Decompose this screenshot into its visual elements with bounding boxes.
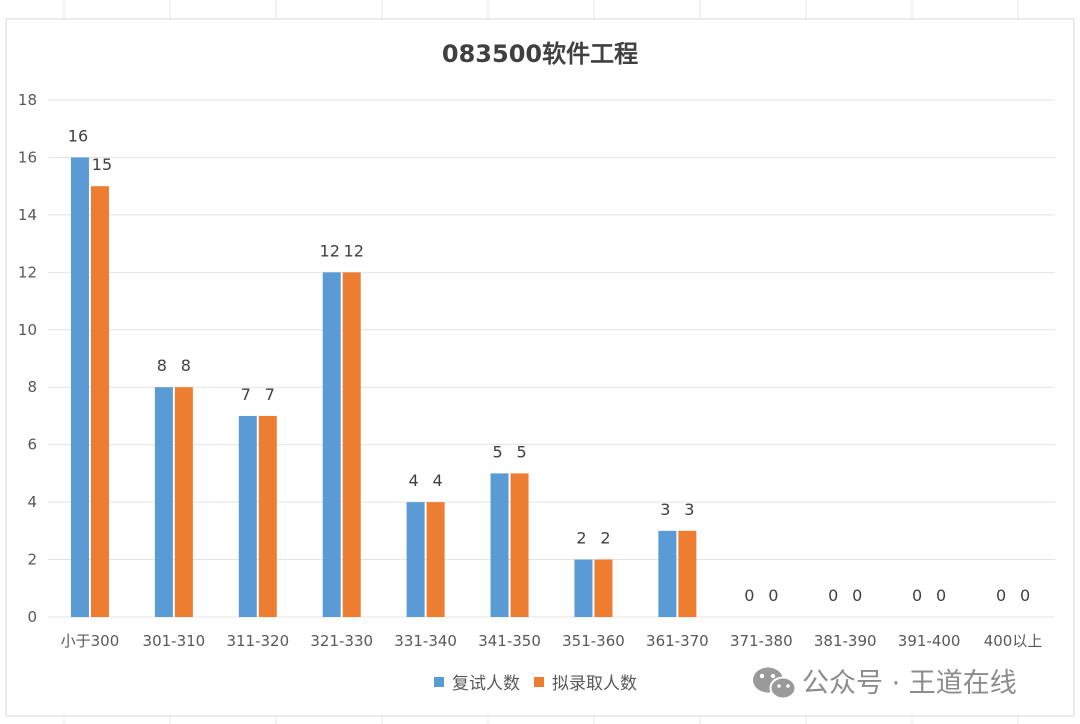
x-tick-label: 小于300 xyxy=(61,632,120,650)
bar-series-2 xyxy=(258,415,277,617)
data-label: 12 xyxy=(344,241,364,260)
data-label: 0 xyxy=(828,586,838,605)
data-label: 2 xyxy=(600,529,610,548)
data-label: 0 xyxy=(936,586,946,605)
data-label: 2 xyxy=(576,529,586,548)
data-label: 0 xyxy=(912,586,922,605)
x-tick-label: 391-400 xyxy=(898,632,961,650)
bar-series-1 xyxy=(574,559,593,617)
data-label: 12 xyxy=(320,241,340,260)
bar-series-1 xyxy=(154,387,173,617)
legend-swatch-series-2 xyxy=(534,677,544,687)
data-label: 5 xyxy=(492,442,502,461)
x-tick-label: 361-370 xyxy=(646,632,709,650)
wechat-icon xyxy=(753,667,797,700)
data-label: 3 xyxy=(684,500,694,519)
data-label: 16 xyxy=(68,126,88,145)
bar-series-1 xyxy=(238,415,257,617)
y-axis-ticks: 0 2 4 6 8 10 12 14 16 18 xyxy=(18,91,37,626)
legend-label-series-1: 复试人数 xyxy=(452,674,520,694)
y-tick-label: 6 xyxy=(27,436,37,454)
data-label: 7 xyxy=(265,385,275,404)
legend-swatch-series-1 xyxy=(434,677,444,687)
x-axis-ticks: 小于300 301-310 311-320 321-330 331-340 341-350… xyxy=(61,632,1043,650)
legend-label-series-2: 拟录取人数 xyxy=(552,674,637,694)
x-tick-label: 381-390 xyxy=(814,632,877,650)
data-label: 8 xyxy=(157,356,167,375)
bar-series-2 xyxy=(342,272,361,617)
data-label: 4 xyxy=(433,471,443,490)
y-tick-label: 8 xyxy=(27,378,37,396)
data-label: 0 xyxy=(852,586,862,605)
bar-series-1 xyxy=(490,473,509,617)
x-tick-label: 321-330 xyxy=(310,632,373,650)
plot-gridlines xyxy=(48,99,1055,618)
data-label: 0 xyxy=(744,586,754,605)
data-label: 15 xyxy=(92,155,112,174)
data-label: 8 xyxy=(181,356,191,375)
bar-series-2 xyxy=(174,387,193,617)
data-label: 5 xyxy=(516,442,526,461)
bar-series-2 xyxy=(426,502,445,617)
bar-series-2 xyxy=(594,559,613,617)
bar-series-2 xyxy=(90,186,109,617)
y-tick-label: 18 xyxy=(18,91,37,109)
bar-series-1 xyxy=(70,157,89,617)
y-tick-label: 14 xyxy=(18,206,37,224)
x-tick-label: 400以上 xyxy=(984,632,1043,650)
bar-series-1 xyxy=(658,530,677,617)
y-tick-label: 0 xyxy=(27,608,37,626)
y-tick-label: 10 xyxy=(18,321,37,339)
y-tick-label: 12 xyxy=(18,263,37,281)
y-tick-label: 4 xyxy=(27,493,37,511)
x-tick-label: 311-320 xyxy=(226,632,289,650)
bar-series-2 xyxy=(510,473,529,617)
data-label: 0 xyxy=(996,586,1006,605)
data-label: 7 xyxy=(241,385,251,404)
data-label: 3 xyxy=(660,500,670,519)
bars xyxy=(70,157,697,617)
watermark-text: 公众号 · 王道在线 xyxy=(802,668,1017,699)
bar-series-1 xyxy=(406,502,425,617)
legend: 复试人数 拟录取人数 xyxy=(434,674,637,694)
data-label: 4 xyxy=(409,471,419,490)
watermark: 公众号 · 王道在线 xyxy=(753,667,1017,700)
x-tick-label: 331-340 xyxy=(394,632,457,650)
y-tick-label: 2 xyxy=(27,551,37,569)
y-tick-label: 16 xyxy=(18,148,37,166)
x-tick-label: 301-310 xyxy=(143,632,206,650)
x-tick-label: 351-360 xyxy=(562,632,625,650)
chart-title: 083500软件工程 xyxy=(442,40,638,68)
bar-series-2 xyxy=(678,530,697,617)
x-tick-label: 371-380 xyxy=(730,632,793,650)
data-label: 0 xyxy=(768,586,778,605)
x-tick-label: 341-350 xyxy=(478,632,541,650)
data-label: 0 xyxy=(1020,586,1030,605)
bar-series-1 xyxy=(322,272,341,617)
